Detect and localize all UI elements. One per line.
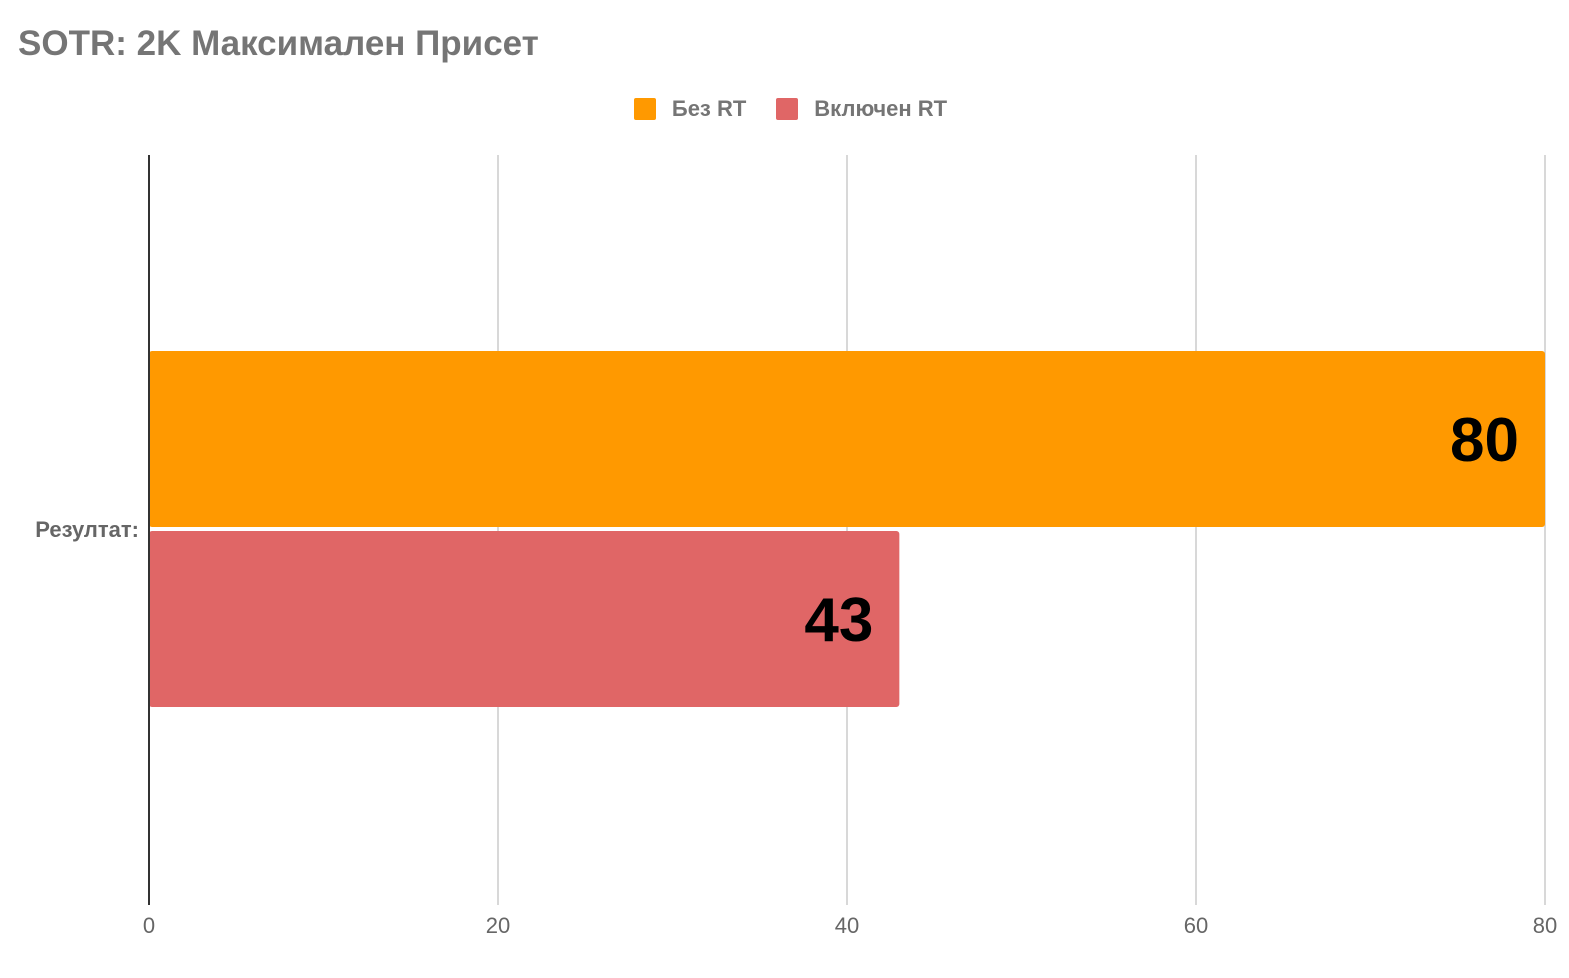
data-label: 80 xyxy=(1450,406,1519,475)
data-label: 43 xyxy=(804,586,873,655)
legend-label-no-rt: Без RT xyxy=(671,96,747,121)
legend-label-rt-on: Включен RT xyxy=(814,96,948,121)
x-tick-label: 0 xyxy=(143,913,155,938)
x-tick-label: 20 xyxy=(486,913,510,938)
category-label: Резултат: xyxy=(35,517,139,542)
x-tick-label: 80 xyxy=(1533,913,1557,938)
x-tick-label: 60 xyxy=(1184,913,1208,938)
bar-rt-on xyxy=(149,531,900,707)
legend-item-no-rt[interactable]: Без RT xyxy=(633,96,747,122)
legend: Без RT Включен RT xyxy=(0,96,1569,122)
legend-item-rt-on[interactable]: Включен RT xyxy=(776,96,947,122)
chart-title: SOTR: 2K Максимален Присет xyxy=(18,24,539,63)
legend-swatch-rt-on xyxy=(776,98,799,120)
bar-no-rt xyxy=(149,351,1545,527)
x-tick-label: 40 xyxy=(835,913,859,938)
legend-swatch-no-rt xyxy=(633,98,656,120)
